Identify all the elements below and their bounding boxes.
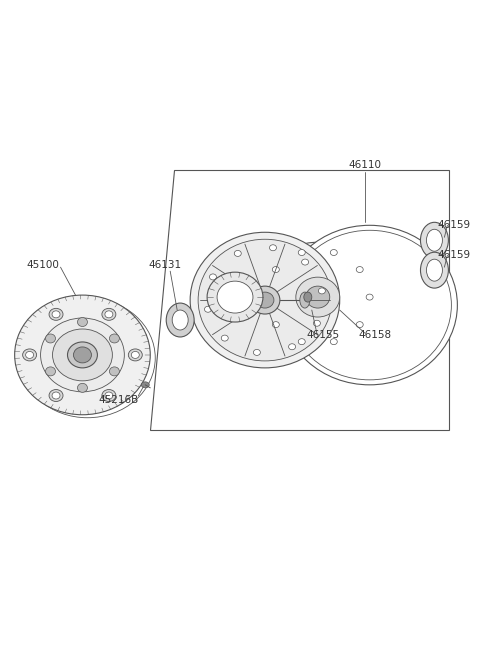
Ellipse shape [258, 242, 378, 352]
Ellipse shape [306, 286, 330, 308]
Ellipse shape [366, 294, 373, 300]
Ellipse shape [73, 347, 91, 363]
Ellipse shape [250, 286, 280, 314]
Ellipse shape [46, 334, 56, 343]
Text: 46158: 46158 [358, 330, 391, 340]
Text: 46155: 46155 [306, 330, 339, 340]
Ellipse shape [420, 222, 448, 258]
Ellipse shape [141, 382, 149, 388]
Polygon shape [150, 170, 449, 430]
Ellipse shape [105, 392, 113, 399]
Ellipse shape [234, 250, 241, 256]
Ellipse shape [263, 294, 269, 300]
Text: 46159: 46159 [438, 250, 471, 260]
Ellipse shape [269, 245, 276, 251]
Ellipse shape [52, 329, 112, 381]
Ellipse shape [288, 231, 451, 380]
Text: 46110: 46110 [348, 160, 381, 170]
Ellipse shape [109, 367, 120, 376]
Ellipse shape [23, 349, 36, 361]
Ellipse shape [198, 239, 332, 361]
Ellipse shape [298, 250, 305, 255]
Ellipse shape [41, 318, 124, 392]
Ellipse shape [109, 334, 120, 343]
Ellipse shape [253, 349, 260, 356]
Ellipse shape [68, 342, 97, 368]
Ellipse shape [166, 303, 194, 337]
Ellipse shape [49, 309, 63, 320]
Ellipse shape [25, 352, 34, 358]
Text: 46159: 46159 [438, 220, 471, 231]
Ellipse shape [102, 390, 116, 402]
Ellipse shape [77, 318, 87, 326]
Ellipse shape [207, 272, 263, 322]
Ellipse shape [105, 311, 113, 318]
Ellipse shape [272, 267, 279, 272]
Text: 46131: 46131 [149, 260, 182, 270]
Ellipse shape [301, 259, 309, 265]
Text: 45100: 45100 [26, 260, 59, 270]
Ellipse shape [190, 233, 340, 368]
Ellipse shape [102, 309, 116, 320]
Ellipse shape [209, 274, 216, 280]
Ellipse shape [46, 367, 56, 376]
Ellipse shape [298, 339, 305, 345]
Ellipse shape [132, 352, 139, 358]
Ellipse shape [128, 349, 142, 361]
Ellipse shape [426, 229, 443, 252]
Ellipse shape [426, 259, 443, 281]
Ellipse shape [296, 277, 340, 317]
Ellipse shape [77, 383, 87, 392]
Ellipse shape [49, 390, 63, 402]
Ellipse shape [172, 310, 188, 330]
Ellipse shape [356, 322, 363, 328]
Ellipse shape [330, 339, 337, 345]
Ellipse shape [318, 288, 325, 294]
Ellipse shape [221, 335, 228, 341]
Ellipse shape [217, 281, 253, 313]
Ellipse shape [282, 225, 457, 385]
Ellipse shape [288, 344, 296, 350]
Ellipse shape [15, 295, 150, 415]
Ellipse shape [256, 292, 274, 308]
Text: 45216B: 45216B [98, 395, 138, 405]
Ellipse shape [313, 320, 320, 326]
Ellipse shape [356, 267, 363, 272]
Ellipse shape [272, 322, 279, 328]
Ellipse shape [52, 392, 60, 399]
Ellipse shape [204, 307, 212, 312]
Ellipse shape [330, 250, 337, 255]
Ellipse shape [420, 252, 448, 288]
Ellipse shape [304, 292, 312, 302]
Ellipse shape [52, 311, 60, 318]
Ellipse shape [300, 292, 310, 308]
